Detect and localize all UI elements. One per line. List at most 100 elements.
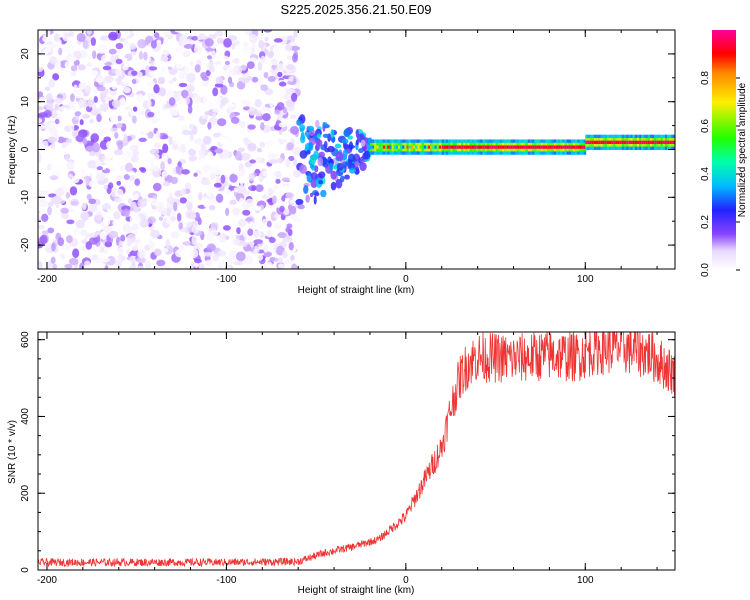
spectrogram-cell [306, 149, 311, 155]
spectrogram-cell [117, 140, 124, 150]
spectrogram-cell [478, 145, 481, 149]
spectrogram-cell [318, 151, 325, 158]
spectrogram-cell [436, 145, 440, 149]
spectrogram-cell [238, 219, 247, 228]
spectrogram-cell [233, 57, 240, 65]
spectrogram-cell [253, 230, 262, 238]
spectrogram-cell [207, 169, 213, 175]
spectrogram-cell [38, 106, 44, 111]
spectrogram-cell [134, 215, 141, 225]
spectrogram-cell [285, 158, 291, 168]
spectrogram-cell [161, 97, 167, 106]
spectrogram-cell [247, 132, 252, 141]
spectrogram-cell [39, 234, 48, 245]
spectrogram-cell [241, 64, 247, 71]
spectrogram-cell [536, 145, 539, 149]
spectrogram-cell [201, 180, 211, 186]
spectrogram-cell [126, 238, 132, 247]
spectrogram-cell [247, 228, 254, 236]
spectrogram-cell [75, 219, 85, 229]
spectrogram-cell [208, 205, 216, 211]
spectrogram-cell [129, 43, 137, 50]
spectrogram-cell [157, 87, 166, 97]
snr-xtick-label: -100 [216, 575, 236, 586]
spectrogram-cell [161, 134, 169, 140]
spectrogram-cell [467, 145, 470, 149]
spectrogram-cell [322, 122, 328, 127]
spectrogram-cell [288, 155, 295, 162]
spectrogram-cell [434, 145, 437, 149]
spectrogram-cell [443, 145, 447, 149]
spectrogram-cell [131, 70, 138, 76]
spectrogram-cell [274, 109, 281, 115]
spectrogram-cell [90, 133, 100, 143]
spectrogram-marks [38, 30, 675, 269]
spectrogram-cell [260, 84, 269, 91]
spectrogram-cell [632, 140, 635, 145]
spectrogram-cell [654, 140, 657, 145]
spectrogram-cell [553, 145, 557, 149]
spectrogram-cell [95, 172, 106, 182]
spectrogram-cell [238, 163, 244, 170]
spectrogram-cell [385, 145, 388, 149]
spectrogram-cell [254, 219, 263, 226]
spectrogram-cell [170, 231, 180, 239]
spectrogram-cell [649, 140, 653, 145]
spectrogram-cell [441, 145, 445, 149]
spectrogram-cell [147, 216, 156, 224]
spectrogram-cell [64, 153, 69, 162]
spectrogram-cell [162, 31, 173, 38]
spectrogram-cell [170, 176, 178, 185]
spectrogram-cell [118, 84, 123, 92]
spectrogram-cell [110, 115, 119, 124]
spectrogram-cell [321, 158, 329, 168]
spectrogram-cell [272, 45, 282, 55]
spectrogram-cell [192, 144, 202, 151]
spectrogram-cell [267, 204, 275, 210]
spectrogram-cell [122, 64, 129, 71]
spectrogram-cell [619, 140, 623, 145]
spectrogram-cell [575, 145, 578, 149]
spectrogram-cell [51, 242, 56, 252]
spectrogram-cell [178, 82, 188, 88]
spectrogram-cell [593, 140, 597, 145]
spectrogram-cell [102, 65, 112, 71]
spectrogram-cell [123, 86, 132, 94]
spectrogram-cell [341, 138, 349, 144]
spectrogram-cell [374, 145, 377, 149]
spectrogram-cell [104, 61, 113, 66]
spectrogram-cell [267, 188, 274, 196]
snr-xtick-label: -200 [37, 575, 57, 586]
spectrogram-cell [246, 61, 255, 69]
spectrogram-cell [120, 234, 126, 242]
spectrogram-cell [92, 50, 97, 60]
spectrogram-cell [178, 115, 185, 121]
spectrogram-cell [38, 43, 44, 49]
snr-xlabel: Height of straight line (km) [298, 585, 415, 596]
spectrogram-cell [173, 201, 178, 212]
spectrogram-cell [430, 145, 433, 149]
spectrogram-cell [232, 238, 241, 246]
spectrogram-cell [84, 260, 91, 267]
spectrogram-cell [142, 197, 148, 203]
spectrogram-cell [255, 116, 264, 121]
spectrogram-cell [84, 85, 92, 94]
spectrogram-cell [56, 187, 65, 197]
spectrogram-cell [231, 124, 241, 129]
spectrogram-cell [217, 250, 227, 257]
spectrogram-cell [456, 145, 460, 149]
spectrogram-cell [168, 136, 173, 146]
spectrogram-cell [452, 145, 455, 149]
spectrogram-cell [80, 212, 90, 221]
spectrogram-cell [249, 34, 258, 44]
spectrogram-cell [285, 64, 295, 70]
spectrogram-cell [168, 97, 176, 106]
spectrogram-cell [137, 249, 146, 259]
spectrogram-cell [417, 145, 420, 149]
spectrogram-cell [664, 140, 668, 145]
spectrogram-cell [147, 92, 157, 102]
spectrogram-ytick-label: 0 [20, 146, 31, 152]
spectrogram-cell [181, 129, 191, 136]
spectrogram-cell [307, 125, 315, 132]
spectrogram-cell [88, 180, 99, 188]
